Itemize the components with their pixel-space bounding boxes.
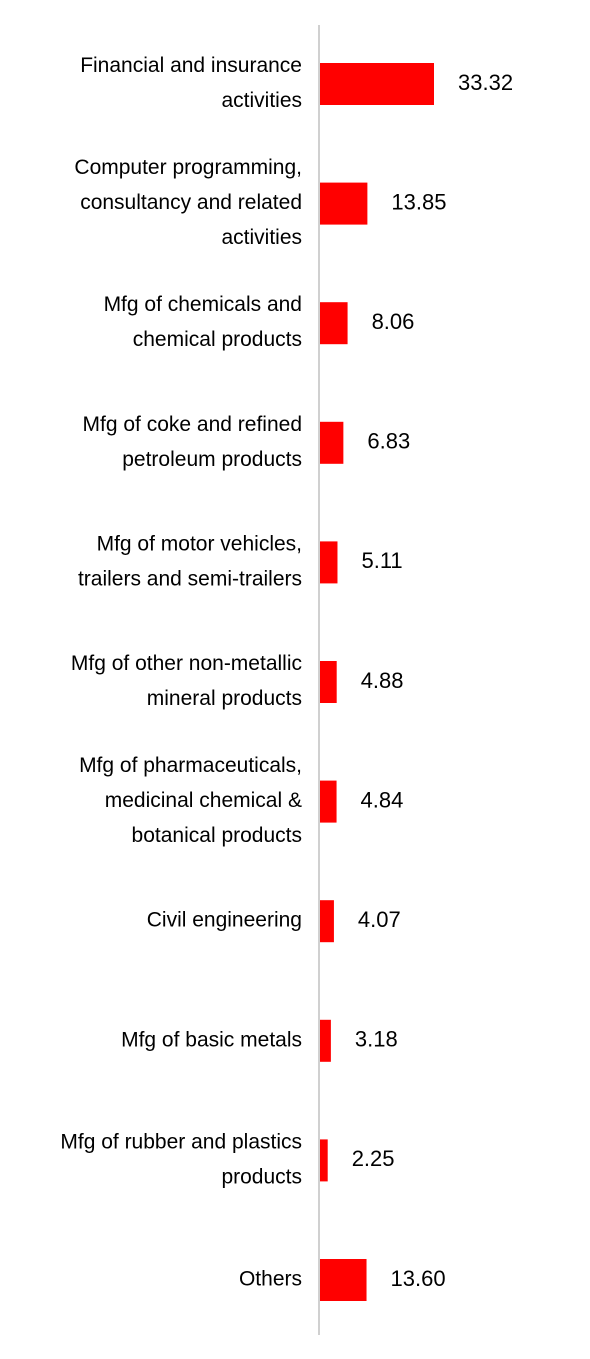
bar-5: [320, 661, 337, 703]
category-labels-group: Financial and insurance activitiesCompute…: [60, 54, 302, 1291]
category-label-line: Financial and insurance: [80, 54, 302, 77]
category-label-line: medicinal chemical &: [105, 789, 302, 812]
category-label-line: Mfg of chemicals and: [104, 293, 302, 316]
bar-10: [320, 1259, 367, 1301]
value-label-5: 4.88: [361, 668, 404, 693]
category-label-line: activities: [221, 89, 302, 112]
category-label-6: Mfg of pharmaceuticals, medicinal chemica…: [79, 754, 302, 847]
category-label-10: Others: [239, 1268, 302, 1291]
category-label-2: Mfg of chemicals and chemical products: [104, 293, 302, 351]
category-label-line: Mfg of basic metals: [121, 1028, 302, 1051]
category-label-3: Mfg of coke and refined petroleum product…: [83, 413, 302, 471]
category-label-8: Mfg of basic metals: [121, 1028, 302, 1051]
bar-1: [320, 182, 368, 225]
value-label-9: 2.25: [352, 1146, 395, 1171]
bar-3: [320, 421, 344, 464]
category-label-0: Financial and insurance activities: [80, 54, 302, 112]
value-label-10: 13.60: [391, 1266, 446, 1291]
bar-2: [320, 302, 348, 345]
category-label-line: activities: [221, 226, 302, 249]
category-label-9: Mfg of rubber and plastics products: [60, 1130, 302, 1188]
bar-7: [320, 900, 334, 943]
bar-4: [320, 541, 338, 584]
category-label-line: trailers and semi-trailers: [78, 567, 302, 590]
category-label-line: Mfg of rubber and plastics: [60, 1130, 302, 1153]
category-label-line: products: [221, 1165, 302, 1188]
value-label-7: 4.07: [358, 907, 401, 932]
category-label-line: Others: [239, 1268, 302, 1291]
bar-8: [320, 1019, 331, 1062]
category-label-line: botanical products: [132, 824, 302, 847]
category-label-line: Mfg of motor vehicles,: [97, 532, 302, 555]
category-label-1: Computer programming, consultancy and rel…: [74, 156, 302, 249]
bar-6: [320, 780, 337, 823]
category-label-line: mineral products: [147, 687, 302, 710]
category-label-line: Civil engineering: [147, 909, 302, 932]
bars-group: [320, 63, 434, 1301]
value-label-3: 6.83: [367, 429, 410, 454]
category-label-line: Computer programming,: [74, 156, 302, 179]
value-label-6: 4.84: [361, 787, 404, 812]
bar-0: [320, 63, 434, 105]
category-label-line: Mfg of pharmaceuticals,: [79, 754, 302, 777]
value-labels-group: 33.32 13.85 8.06 6.83 5.11 4.88 4.84 4.07 3.18 2.…: [352, 70, 513, 1291]
category-label-line: Mfg of coke and refined: [83, 413, 302, 436]
bar-9: [320, 1139, 328, 1182]
value-label-0: 33.32: [458, 70, 513, 95]
category-label-7: Civil engineering: [147, 909, 302, 932]
category-label-line: consultancy and related: [80, 191, 302, 214]
category-label-line: Mfg of other non-metallic: [71, 652, 302, 675]
category-label-5: Mfg of other non-metallic mineral product…: [71, 652, 302, 710]
value-label-4: 5.11: [361, 548, 402, 573]
category-label-4: Mfg of motor vehicles, trailers and semi-…: [78, 532, 302, 590]
category-label-line: petroleum products: [122, 448, 302, 471]
value-label-8: 3.18: [355, 1027, 398, 1052]
category-label-line: chemical products: [133, 328, 302, 351]
value-label-1: 13.85: [391, 189, 446, 214]
value-label-2: 8.06: [372, 309, 415, 334]
